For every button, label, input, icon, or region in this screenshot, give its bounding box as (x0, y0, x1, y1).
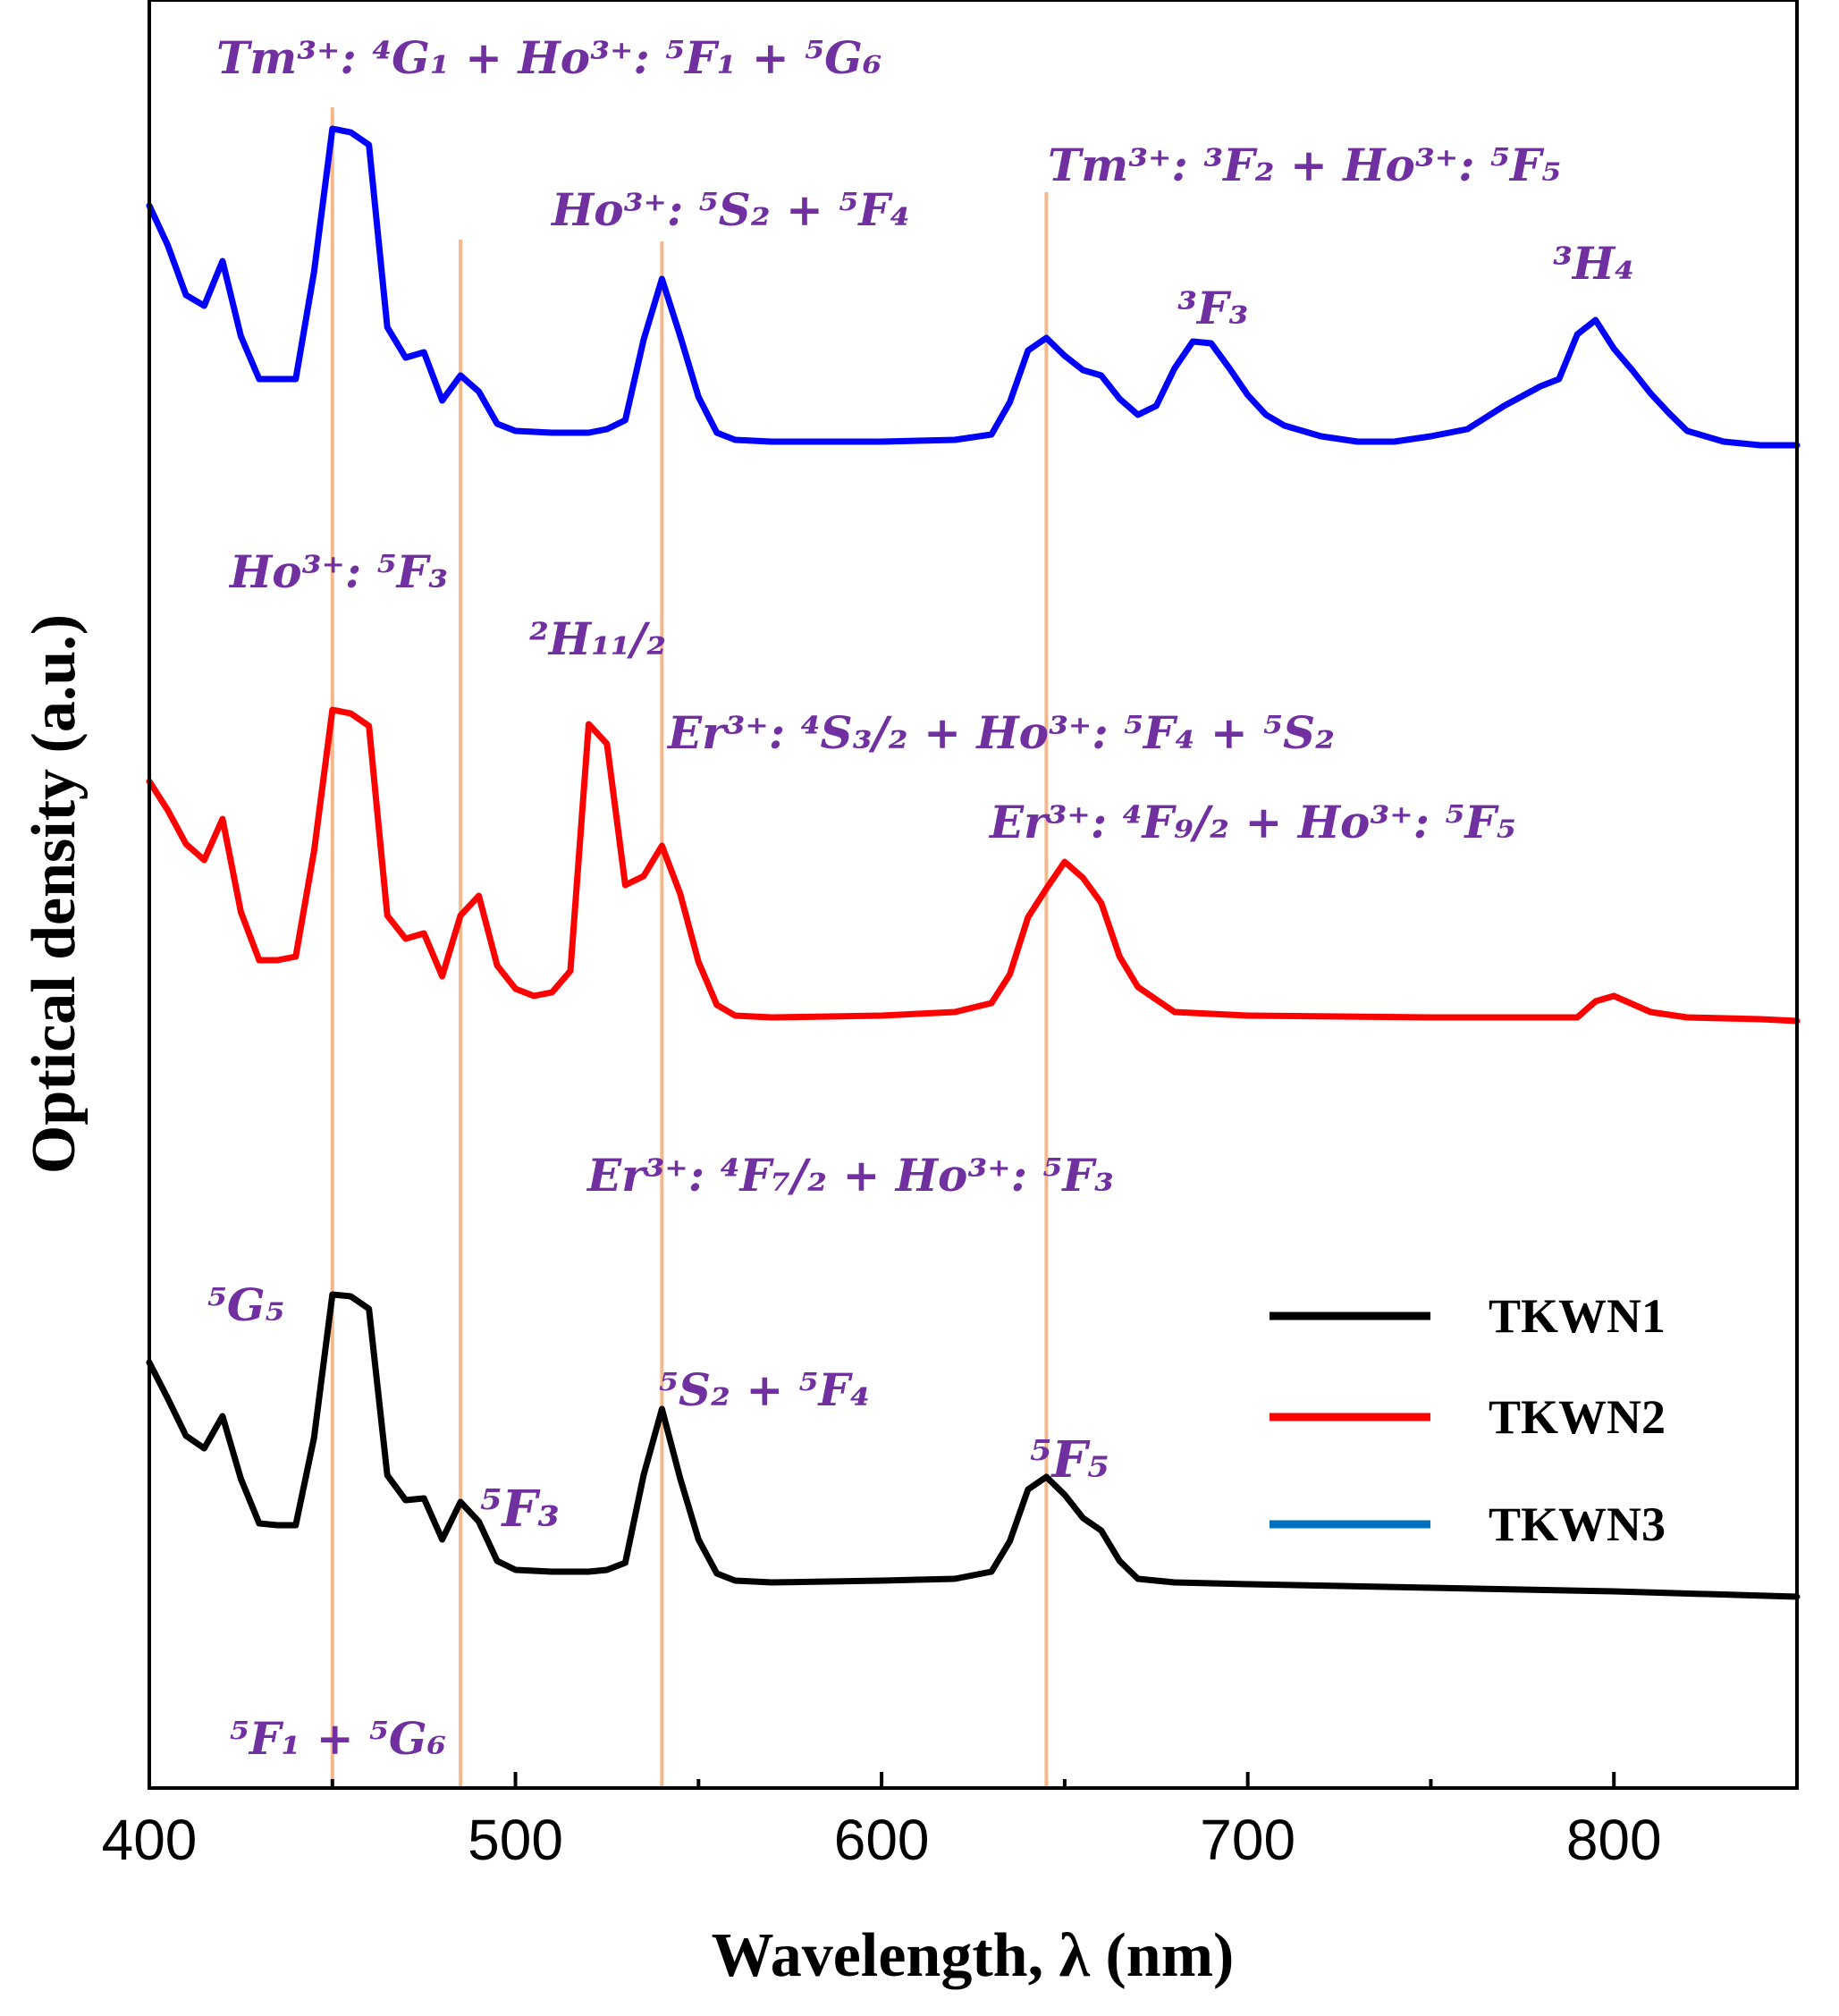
annotation-blue-540: Ho³⁺: ⁵S₂ + ⁵F₄ (550, 183, 910, 236)
series-line-tkwn2 (146, 706, 1801, 1025)
legend-label-tkwn3: TKWN3 (1489, 1497, 1666, 1551)
annotations: Tm³⁺: ⁴G₁ + Ho³⁺: ⁵F₁ + ⁵G₆ Ho³⁺: ⁵S₂ + … (207, 31, 1634, 1765)
annotation-blue-795: ³H₄ (1553, 237, 1634, 290)
annotation-blue-645: Tm³⁺: ³F₂ + Ho³⁺: ⁵F₅ (1048, 139, 1561, 191)
legend: TKWN1 TKWN2 TKWN3 (1270, 1289, 1666, 1551)
x-axis: 400 500 600 700 800 (102, 1772, 1799, 1872)
annotation-red-below: Er³⁺: ⁴F₇/₂ + Ho³⁺: ⁵F₃ (586, 1149, 1114, 1202)
annotation-black-485: ⁵F₃ (480, 1480, 560, 1539)
x-axis-title: Wavelength, λ (nm) (712, 1921, 1235, 1990)
annotation-black-bottom: ⁵F₁ + ⁵G₆ (230, 1712, 447, 1765)
x-tick-label-600: 600 (834, 1808, 930, 1872)
series-line-tkwn1 (146, 1291, 1801, 1600)
annotation-red-520: ²H₁₁/₂ (529, 612, 666, 665)
x-tick-label-800: 800 (1566, 1808, 1662, 1872)
annotation-blue-690: ³F₃ (1177, 282, 1248, 334)
x-tick-label-700: 700 (1200, 1808, 1295, 1872)
annotation-red-450: Ho³⁺: ⁵F₃ (228, 545, 448, 598)
x-tick-label-500: 500 (468, 1808, 563, 1872)
annotation-black-540: ⁵S₂ + ⁵F₄ (659, 1363, 870, 1416)
reference-lines (330, 107, 1049, 1788)
annotation-red-650: Er³⁺: ⁴F₉/₂ + Ho³⁺: ⁵F₅ (988, 796, 1516, 848)
spectrum-series (146, 125, 1801, 1600)
plot-frame (148, 0, 1799, 1790)
legend-label-tkwn1: TKWN1 (1489, 1289, 1666, 1343)
x-tick-label-400: 400 (102, 1808, 198, 1872)
annotation-blue-450: Tm³⁺: ⁴G₁ + Ho³⁺: ⁵F₁ + ⁵G₆ (216, 31, 882, 84)
annotation-black-450: ⁵G₅ (207, 1278, 285, 1331)
annotation-red-540: Er³⁺: ⁴S₃/₂ + Ho³⁺: ⁵F₄ + ⁵S₂ (666, 706, 1335, 759)
series-line-tkwn3 (146, 125, 1801, 449)
annotation-black-645: ⁵F₅ (1030, 1430, 1109, 1489)
legend-label-tkwn2: TKWN2 (1489, 1390, 1666, 1444)
y-axis-title: Optical density (a.u.) (20, 614, 89, 1174)
